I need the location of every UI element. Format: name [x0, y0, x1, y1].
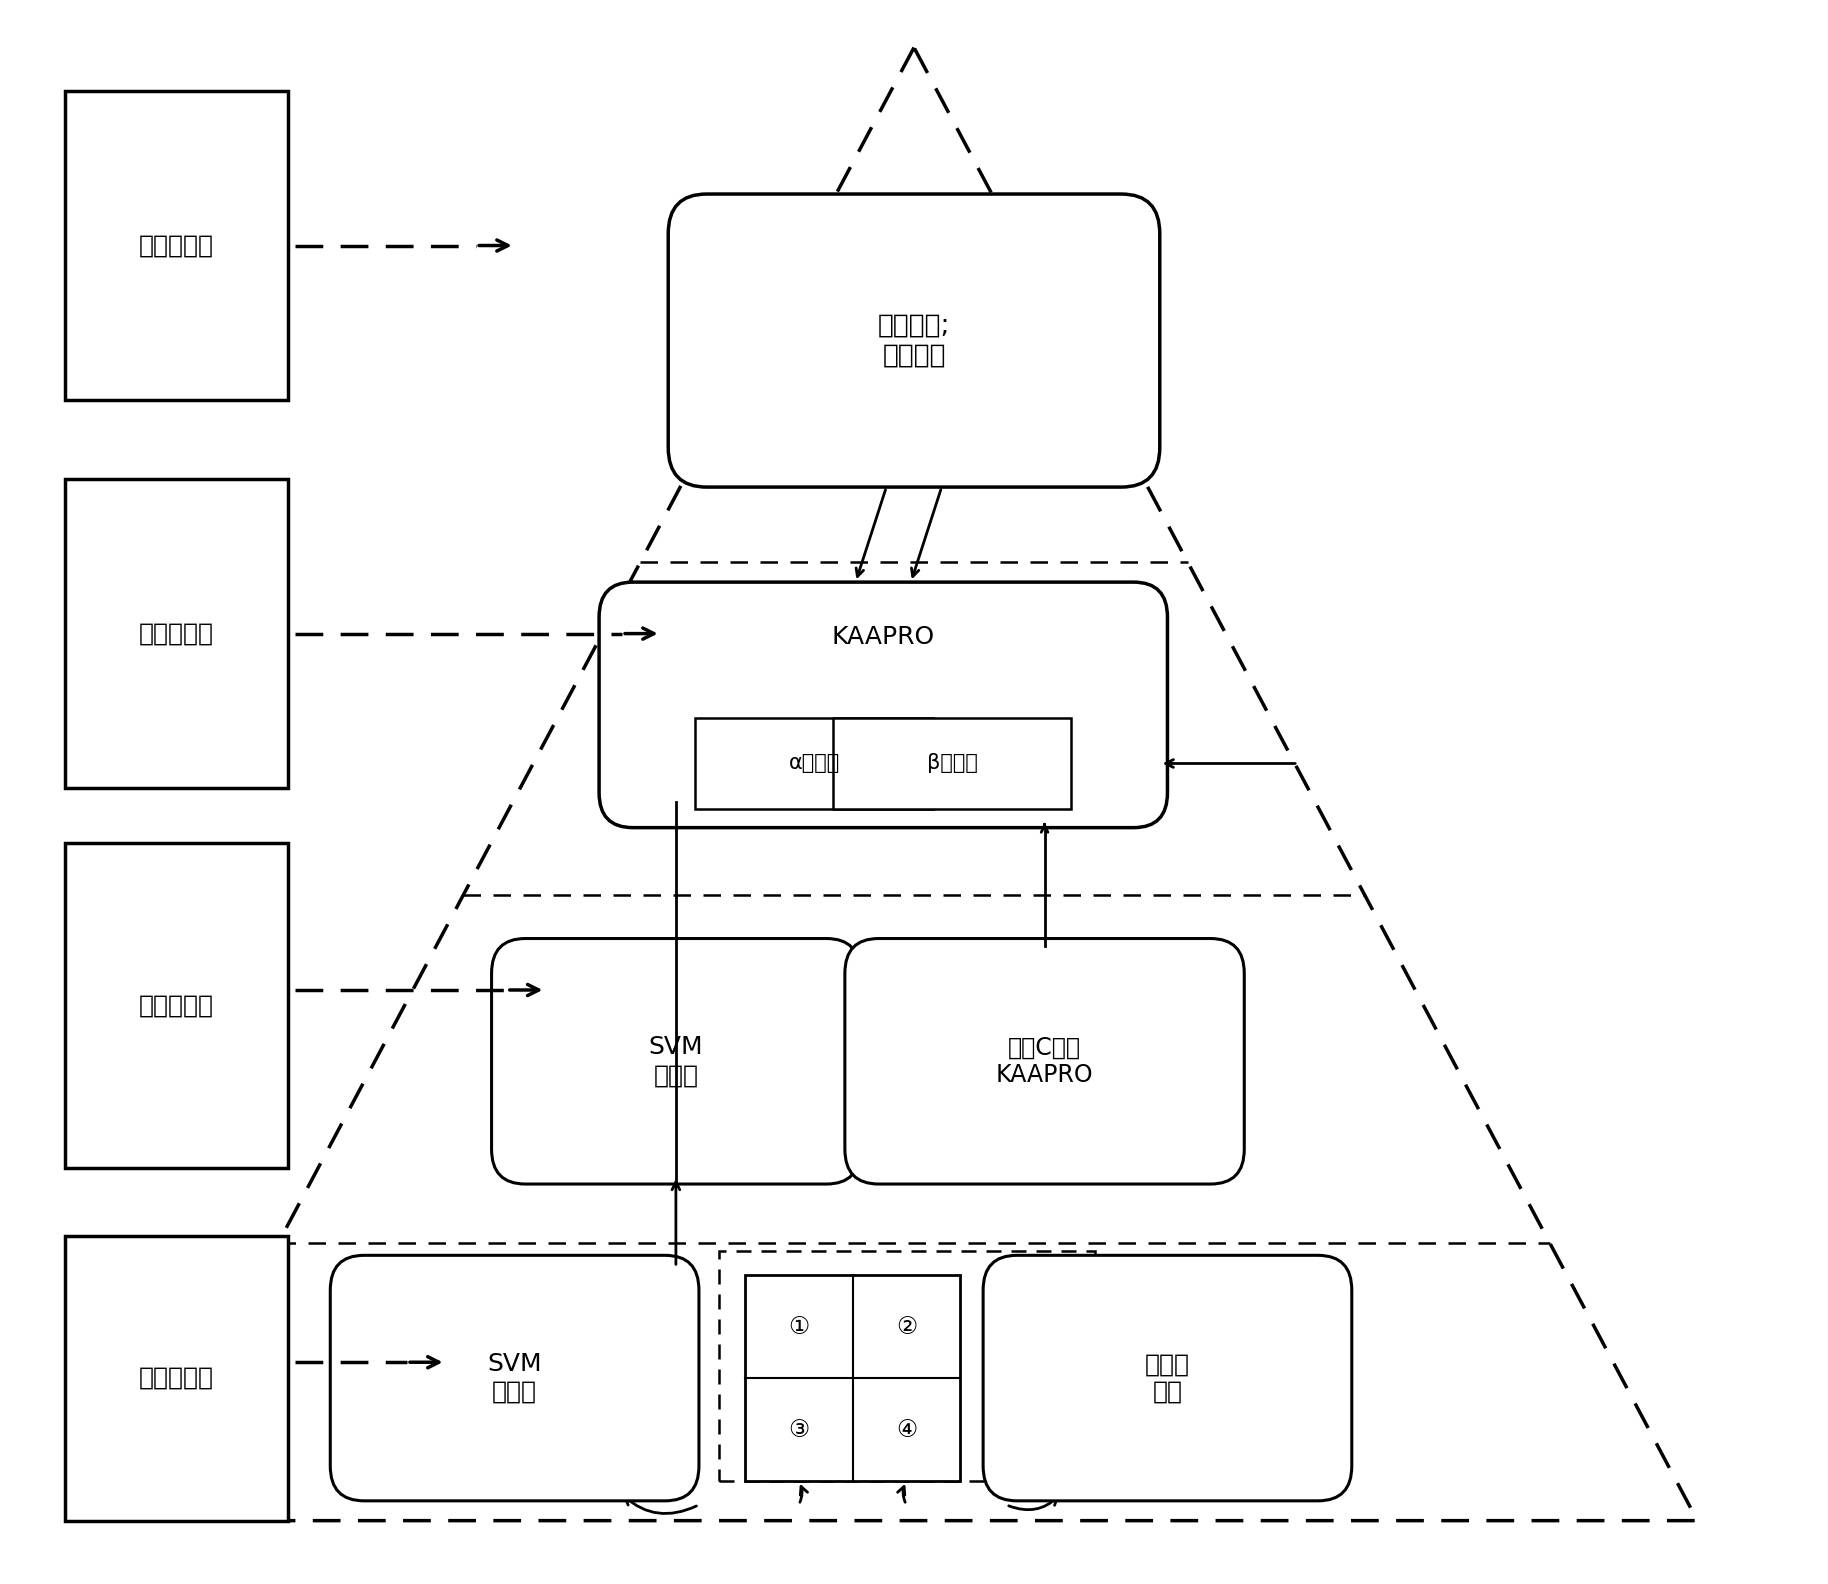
Bar	[695, 718, 934, 809]
Bar	[66, 478, 289, 789]
Bar	[66, 90, 289, 399]
Text: ②: ②	[896, 1315, 918, 1338]
Bar	[66, 1236, 289, 1521]
Text: KAAPRO: KAAPRO	[832, 624, 934, 649]
FancyBboxPatch shape	[492, 938, 861, 1185]
Text: ④: ④	[896, 1418, 918, 1441]
Text: SVM
单分类: SVM 单分类	[649, 1036, 704, 1087]
Text: 同源性
分析: 同源性 分析	[1144, 1353, 1190, 1403]
Text: ③: ③	[788, 1418, 810, 1441]
Text: 基于C库的
KAAPRO: 基于C库的 KAAPRO	[996, 1036, 1093, 1087]
FancyBboxPatch shape	[600, 581, 1168, 827]
FancyBboxPatch shape	[331, 1255, 698, 1502]
Text: β规则库: β规则库	[927, 754, 978, 773]
Text: 结果优化层: 结果优化层	[139, 233, 214, 258]
FancyBboxPatch shape	[983, 1255, 1351, 1502]
FancyBboxPatch shape	[669, 195, 1159, 486]
Text: SVM
多分类: SVM 多分类	[488, 1353, 541, 1403]
Text: 核心判定层: 核心判定层	[139, 621, 214, 646]
FancyBboxPatch shape	[845, 938, 1245, 1185]
Bar	[66, 843, 289, 1169]
Text: 合情推理;
信息筒等: 合情推理; 信息筒等	[877, 312, 951, 369]
Bar	[834, 718, 1071, 809]
Bar	[746, 1275, 960, 1481]
Text: α规则库: α规则库	[788, 754, 839, 773]
Text: ①: ①	[788, 1315, 810, 1338]
Bar	[718, 1251, 1095, 1481]
Text: 辅助判定层: 辅助判定层	[139, 993, 214, 1019]
Text: 综合分析层: 综合分析层	[139, 1365, 214, 1391]
